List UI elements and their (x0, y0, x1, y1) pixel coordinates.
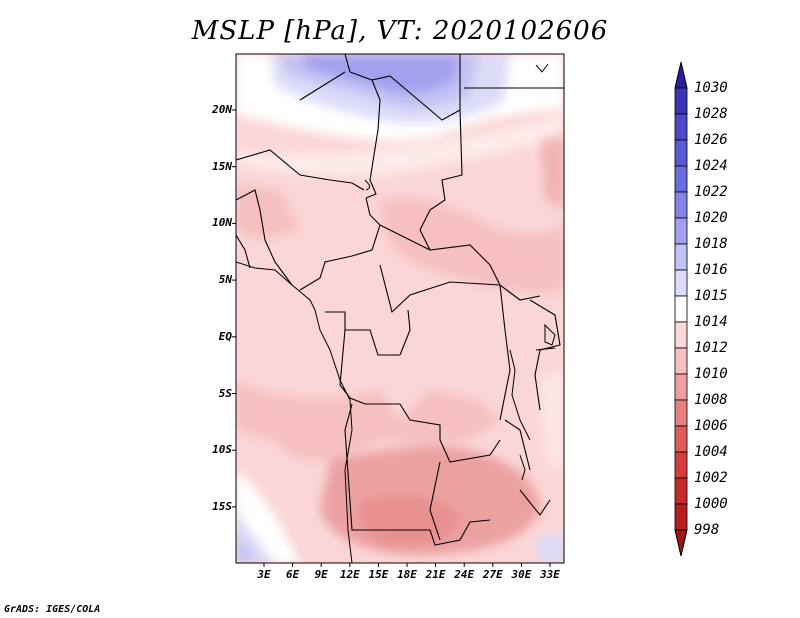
colorbar-segment (674, 139, 688, 167)
colorbar-segment (674, 399, 688, 427)
lat-tick-label: EQ (218, 329, 232, 343)
colorbar-segment (674, 87, 688, 115)
lat-tick-label: 5S (218, 386, 232, 400)
lon-tick-label: 21E (425, 568, 446, 581)
colorbar-level-label: 1000 (694, 496, 728, 512)
colorbar-level-label: 1010 (694, 366, 728, 382)
lon-tick-label: 6E (285, 568, 300, 581)
colorbar-segment (674, 503, 688, 531)
lon-tick-label: 30E (511, 568, 532, 581)
colorbar-segment (674, 191, 688, 219)
colorbar-level-label: 1016 (694, 262, 728, 278)
colorbar-segment (674, 425, 688, 453)
colorbar-level-label: 1012 (694, 340, 728, 356)
colorbar (674, 61, 688, 557)
colorbar-level-label: 1030 (694, 80, 728, 96)
colorbar-segment (674, 347, 688, 375)
colorbar-segment (674, 321, 688, 349)
colorbar-level-label: 1014 (694, 314, 728, 330)
map-title: MSLP [hPa], VT: 2020102606 (191, 16, 609, 46)
lon-tick-label: 9E (314, 568, 328, 581)
lon-tick-label: 33E (540, 568, 560, 581)
colorbar-segment (674, 243, 688, 271)
colorbar-level-label: 1008 (694, 392, 728, 408)
colorbar-level-label: 1006 (694, 418, 728, 434)
colorbar-level-label: 1028 (694, 106, 728, 122)
country-borders (236, 54, 564, 546)
credit-text: GrADS: IGES/COLA (4, 604, 101, 615)
colorbar-segment (674, 217, 688, 245)
lon-tick-label: 24E (454, 568, 475, 581)
colorbar-bottom-arrow (674, 529, 688, 557)
colorbar-segment (674, 113, 688, 141)
colorbar-segment (674, 269, 688, 297)
lon-tick-label: 15E (368, 568, 389, 581)
colorbar-level-label: 1024 (694, 158, 728, 174)
lat-tick-label: 20N (212, 103, 232, 116)
lon-tick-label: 12E (339, 568, 360, 581)
lat-tick-label: 15N (212, 159, 232, 173)
colorbar-top-arrow (674, 61, 688, 89)
map-fill (236, 54, 564, 563)
lat-tick-label: 15S (212, 499, 232, 513)
map-frame (235, 53, 565, 564)
lon-tick-label: 3E (257, 568, 271, 581)
colorbar-segment (674, 165, 688, 193)
colorbar-level-label: 1020 (694, 210, 728, 226)
lat-tick-label: 10S (212, 443, 232, 457)
colorbar-level-label: 1022 (694, 184, 728, 200)
colorbar-segment (674, 295, 688, 323)
colorbar-segment (674, 451, 688, 479)
coastlines (236, 63, 556, 563)
lat-tick-label: 10N (212, 216, 232, 230)
colorbar-level-label: 1018 (694, 236, 728, 252)
lon-tick-label: 27E (482, 568, 503, 581)
colorbar-level-label: 998 (694, 522, 720, 538)
colorbar-level-label: 1004 (694, 444, 728, 460)
colorbar-level-label: 1002 (694, 470, 728, 486)
lon-tick-label: 18E (397, 568, 417, 581)
colorbar-segment (674, 373, 688, 401)
colorbar-level-label: 1026 (694, 132, 728, 148)
lat-tick-label: 5N (218, 273, 232, 287)
colorbar-level-label: 1015 (694, 288, 728, 304)
colorbar-segment (674, 477, 688, 505)
